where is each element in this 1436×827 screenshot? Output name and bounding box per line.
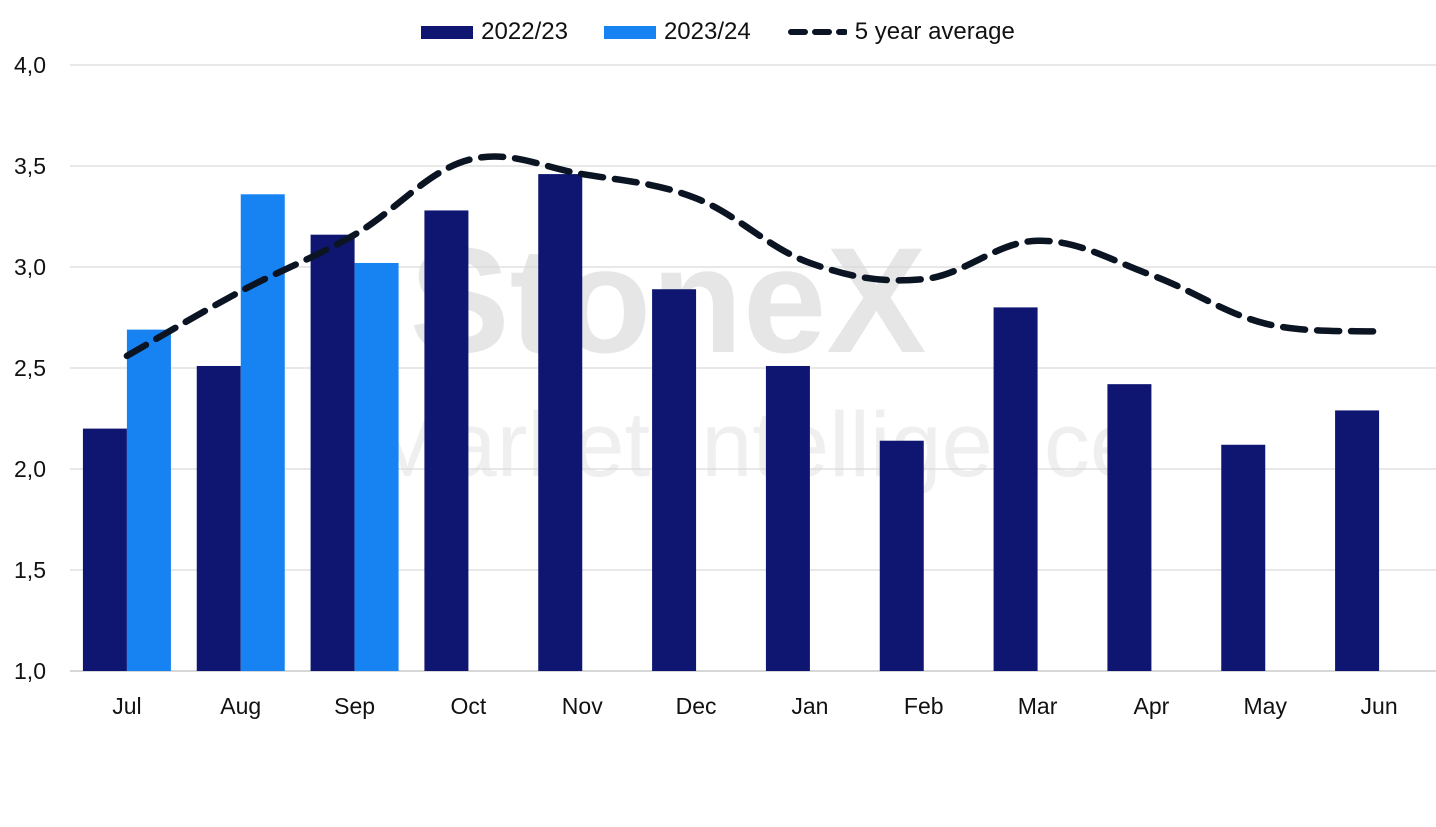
- legend: 2022/23 2023/24 5 year average: [0, 18, 1436, 46]
- legend-swatch-5-year-average: [787, 29, 847, 35]
- bar-2023-24-aug: [240, 194, 285, 671]
- bar-2022-23-oct: [424, 210, 469, 671]
- legend-label-2022-23: 2022/23: [481, 18, 568, 45]
- x-tick-label-jan: Jan: [791, 693, 828, 719]
- x-tick-label-mar: Mar: [1018, 693, 1058, 719]
- bar-2022-23-nov: [538, 174, 583, 671]
- y-tick-label: 2,5: [14, 355, 46, 381]
- y-tick-label: 1,0: [14, 658, 46, 684]
- bar-2022-23-feb: [879, 440, 924, 671]
- x-tick-label-may: May: [1244, 693, 1288, 719]
- x-tick-label-apr: Apr: [1134, 693, 1170, 719]
- x-tick-label-feb: Feb: [904, 693, 944, 719]
- bar-2023-24-sep: [354, 262, 399, 671]
- y-tick-label: 3,0: [14, 254, 46, 280]
- y-tick-label: 2,0: [14, 456, 46, 482]
- bar-2023-24-jul: [126, 329, 171, 671]
- bar-2022-23-jul: [82, 428, 127, 671]
- y-tick-label: 1,5: [14, 557, 46, 583]
- x-tick-label-aug: Aug: [220, 693, 261, 719]
- x-tick-label-oct: Oct: [451, 693, 487, 719]
- bar-2022-23-jun: [1335, 410, 1380, 671]
- y-tick-label: 3,5: [14, 153, 46, 179]
- legend-item-2022-23: 2022/23: [421, 18, 568, 46]
- bar-2022-23-mar: [993, 307, 1038, 671]
- x-tick-label-jun: Jun: [1361, 693, 1398, 719]
- bar-2022-23-may: [1221, 444, 1266, 671]
- bar-2022-23-sep: [310, 234, 355, 671]
- bar-2022-23-aug: [196, 365, 241, 671]
- x-tick-label-jul: Jul: [112, 693, 141, 719]
- x-tick-label-dec: Dec: [676, 693, 717, 719]
- legend-swatch-2023-24: [603, 25, 656, 39]
- legend-label-2023-24: 2023/24: [663, 18, 751, 45]
- legend-swatch-2022-23: [421, 25, 474, 39]
- legend-label-5-year-average: 5 year average: [854, 18, 1015, 45]
- x-tick-label-sep: Sep: [334, 693, 375, 719]
- line-5-year-average: [123, 153, 1383, 360]
- bar-2022-23-apr: [1107, 384, 1152, 671]
- y-tick-label: 4,0: [14, 52, 46, 78]
- x-tick-label-nov: Nov: [562, 693, 603, 719]
- bar-2022-23-dec: [652, 289, 697, 671]
- legend-item-2023-24: 2023/24: [603, 18, 751, 46]
- bar-2022-23-jan: [765, 365, 810, 671]
- legend-item-5-year-average: 5 year average: [787, 18, 1015, 46]
